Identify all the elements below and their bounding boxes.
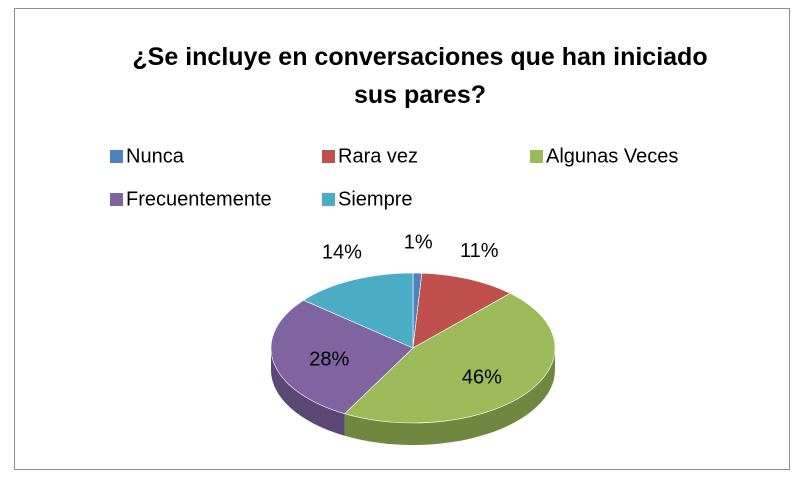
slice	[302, 272, 414, 349]
data-label: 28%	[309, 349, 349, 371]
legend-label: Frecuentemente	[126, 188, 272, 210]
data-label: 11%	[460, 240, 499, 262]
legend-swatch	[110, 193, 123, 206]
chart-title: ¿Se incluye en conversaciones que han in…	[132, 43, 708, 109]
data-label: 1%	[404, 231, 433, 253]
slice	[344, 292, 556, 424]
legend-swatch	[322, 193, 335, 206]
legend-label: Algunas Veces	[546, 145, 678, 167]
slice-side	[271, 348, 345, 436]
legend-swatch	[110, 150, 123, 163]
chart-frame	[14, 8, 790, 470]
legend-label: Rara vez	[338, 145, 418, 167]
data-label: 46%	[462, 367, 502, 389]
legend-label: Nunca	[126, 145, 185, 167]
data-label: 14%	[322, 241, 362, 263]
slice	[270, 299, 414, 415]
slice-side	[344, 348, 555, 446]
legend-swatch	[530, 150, 543, 163]
legend-label: Siempre	[338, 188, 412, 210]
slice	[412, 272, 511, 349]
legend-swatch	[322, 150, 335, 163]
